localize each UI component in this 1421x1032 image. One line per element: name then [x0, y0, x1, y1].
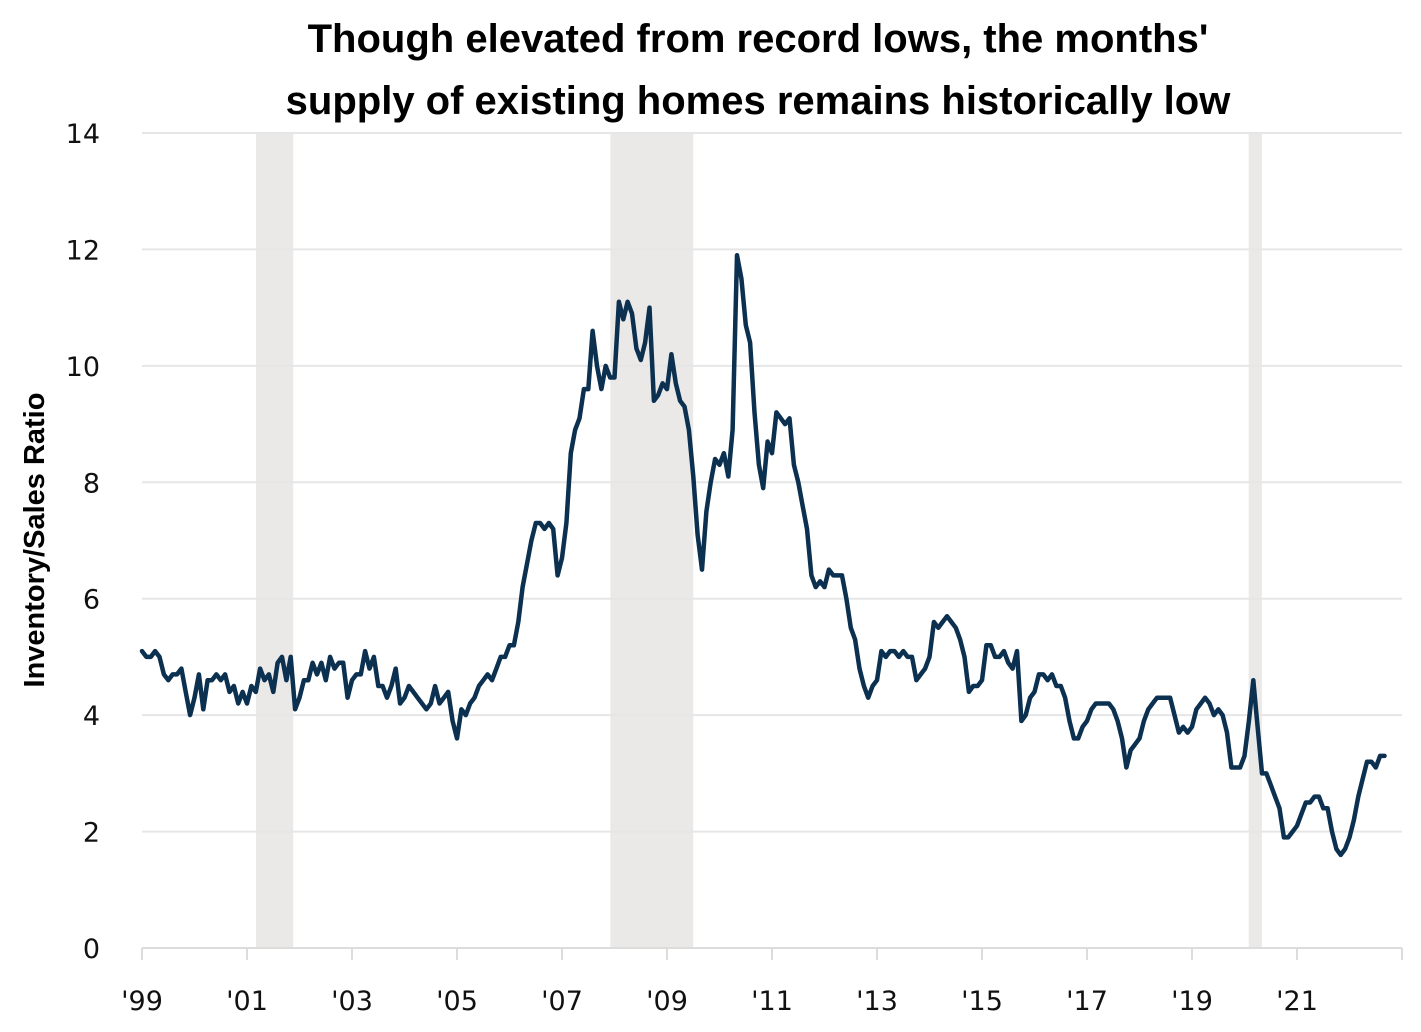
x-axis: '99 '01 '03 '05 '07 '09 '11 '13 '15 '17 '19 '21 [121, 948, 1403, 1017]
x-tick-label: '11 [751, 986, 793, 1017]
recession-shading-group [255, 133, 1262, 948]
y-tick-label: 0 [83, 934, 100, 965]
y-tick-label: 8 [83, 468, 100, 499]
x-tick-label: '19 [1171, 986, 1213, 1017]
chart-title-line-2: supply of existing homes remains histori… [286, 79, 1232, 123]
x-tick-label: '17 [1066, 986, 1108, 1017]
y-tick-label: 4 [83, 701, 100, 732]
chart-title-line-1: Though elevated from record lows, the mo… [308, 17, 1209, 61]
x-tick-label: '05 [436, 986, 478, 1017]
series-line [139, 253, 1387, 858]
x-tick-label: '03 [331, 986, 373, 1017]
x-tick-label: '15 [961, 986, 1003, 1017]
x-tick-label: '21 [1276, 986, 1318, 1017]
y-tick-label: 6 [83, 585, 100, 616]
y-axis-label: Inventory/Sales Ratio [19, 393, 51, 688]
recession-band [1248, 133, 1262, 948]
y-tick-label: 10 [66, 352, 100, 383]
y-tick-label: 14 [66, 119, 100, 150]
y-tick-label: 12 [66, 235, 100, 266]
recession-band [610, 133, 694, 948]
y-tick-label: 2 [83, 818, 100, 849]
x-tick-label: '09 [646, 986, 688, 1017]
x-tick-label: '13 [856, 986, 898, 1017]
x-tick-label: '01 [226, 986, 268, 1017]
x-tick-label: '07 [541, 986, 583, 1017]
recession-band [255, 133, 294, 948]
gridlines-group [142, 132, 1402, 949]
y-axis: 0 2 4 6 8 10 12 14 [66, 119, 100, 965]
series-group [139, 253, 1387, 858]
x-tick-label: '99 [121, 986, 163, 1017]
